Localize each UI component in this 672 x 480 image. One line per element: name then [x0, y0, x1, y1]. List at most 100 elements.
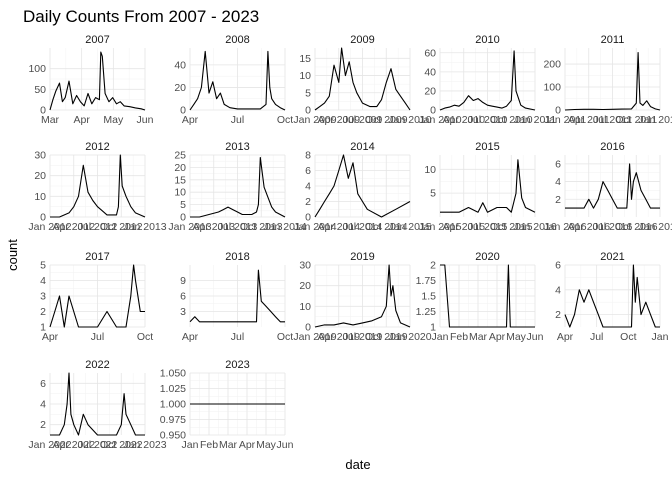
x-tick-label: Jul: [590, 331, 603, 343]
y-tick-label: 10: [34, 191, 46, 203]
y-tick-label: 0: [40, 212, 46, 224]
facet-label: 2008: [225, 34, 249, 46]
x-tick-label: Apr 2009: [317, 114, 360, 126]
y-tick-label: 30: [299, 260, 311, 272]
facet-label: 2017: [85, 251, 109, 263]
y-tick-label: 5: [40, 260, 46, 272]
y-tick-label: 40: [424, 66, 436, 78]
x-axis-title: date: [345, 457, 370, 472]
x-tick-label: Apr 2011: [568, 114, 610, 126]
x-tick-label: Apr: [489, 331, 506, 343]
y-tick-label: 20: [174, 82, 186, 94]
x-tick-label: Apr 2015: [442, 221, 485, 233]
x-tick-label: Apr 2019: [317, 331, 360, 343]
x-tick-label: Oct: [277, 114, 293, 126]
x-tick-label: Jan 2010: [388, 114, 431, 126]
facet-2017: 2017 1 2 3 4 5 Apr Jul Oct: [40, 251, 153, 343]
facet-label: 2011: [601, 34, 625, 46]
chart-title: Daily Counts From 2007 - 2023: [23, 7, 259, 26]
y-axis-title: count: [5, 239, 20, 271]
x-tick-label: Jan 2014: [263, 221, 306, 233]
y-tick-label: 1.25: [416, 306, 437, 318]
x-tick-label: Apr 2014: [317, 221, 360, 233]
x-tick-label: Apr: [239, 439, 256, 451]
facet-label: 2013: [225, 141, 249, 153]
y-tick-label: 3: [40, 291, 46, 303]
x-tick-label: Oct 2011: [615, 114, 657, 126]
y-tick-label: 0: [305, 105, 311, 117]
series-line-2014: [314, 154, 411, 218]
x-tick-label: Apr: [73, 114, 90, 126]
y-tick-label: 5: [430, 188, 436, 200]
facet-label: 2022: [85, 359, 109, 371]
y-tick-label: 40: [174, 59, 186, 71]
x-tick-label: Oct 2022: [100, 439, 143, 451]
y-tick-label: 6: [40, 378, 46, 390]
y-tick-label: 8: [305, 150, 311, 162]
y-tick-label: 15: [174, 174, 186, 186]
y-tick-label: 2: [430, 260, 436, 272]
series-line-2010: [439, 50, 536, 111]
series-line-2009: [314, 47, 411, 111]
x-tick-label: Jul 2012: [78, 221, 118, 233]
x-tick-label: Apr: [42, 331, 59, 343]
y-tick-label: 200: [543, 59, 561, 71]
facet-label: 2012: [85, 141, 109, 153]
facet-label: 2020: [475, 251, 499, 263]
facet-label: 2019: [350, 251, 374, 263]
facet-2007: 2007 0 50 100 Mar Apr May Jun: [28, 34, 153, 126]
x-tick-label: Jul 2022: [78, 439, 118, 451]
y-tick-label: 2: [40, 419, 46, 431]
y-tick-label: 5: [180, 199, 186, 211]
x-tick-label: Oct 2016: [615, 221, 658, 233]
x-tick-label: Apr: [182, 114, 199, 126]
y-tick-label: 1.025: [160, 383, 186, 395]
facet-label: 2016: [600, 141, 624, 153]
y-tick-label: 20: [174, 162, 186, 174]
facet-2021: 2021 2 4 6 Apr Jul Oct Jan: [555, 251, 668, 343]
x-tick-label: Jan 2023: [123, 439, 166, 451]
series-line-2008: [189, 50, 286, 111]
facet-label: 2007: [85, 34, 109, 46]
x-tick-label: Jan 2015: [418, 221, 461, 233]
y-tick-label: 0.975: [160, 414, 186, 426]
x-tick-label: Apr: [182, 331, 199, 343]
facet-label: 2009: [350, 34, 374, 46]
y-tick-label: 2: [555, 194, 561, 206]
facet-label: 2023: [225, 359, 249, 371]
x-tick-label: Jul 2016: [593, 221, 633, 233]
y-tick-label: 4: [40, 399, 46, 411]
y-tick-label: 6: [555, 260, 561, 272]
y-tick-label: 1.5: [421, 291, 436, 303]
series-line-2020: [440, 264, 535, 328]
x-tick-label: Jul: [91, 331, 104, 343]
y-tick-label: 15: [299, 53, 311, 65]
y-tick-label: 20: [299, 280, 311, 292]
y-tick-label: 1: [40, 322, 46, 334]
x-tick-label: Jan 2011: [544, 114, 587, 126]
y-tick-label: 4: [555, 284, 561, 296]
y-tick-label: 20: [34, 170, 46, 182]
y-tick-label: 3: [180, 306, 186, 318]
x-tick-label: Oct 2014: [365, 221, 408, 233]
x-tick-label: Apr 2010: [442, 114, 485, 126]
x-tick-label: Jan 2022: [28, 439, 71, 451]
x-tick-label: Jan 2010: [418, 114, 461, 126]
y-tick-label: 20: [424, 85, 436, 97]
x-tick-label: Jan: [432, 331, 449, 343]
x-tick-label: Apr 2013: [192, 221, 235, 233]
x-tick-label: Jul 2019: [343, 331, 383, 343]
x-tick-label: Jan 2015: [388, 221, 431, 233]
y-tick-label: 25: [174, 150, 186, 162]
y-tick-label: 4: [40, 275, 46, 287]
x-tick-label: Jul 2010: [468, 114, 508, 126]
x-tick-label: Jan 2014: [293, 221, 336, 233]
x-tick-label: Feb: [450, 331, 468, 343]
facet-2008: 2008 0 20 40 Apr Jul Oct: [174, 34, 293, 126]
y-tick-label: 1.75: [416, 275, 437, 287]
x-tick-label: Oct: [137, 331, 153, 343]
facet-label: 2018: [225, 251, 249, 263]
